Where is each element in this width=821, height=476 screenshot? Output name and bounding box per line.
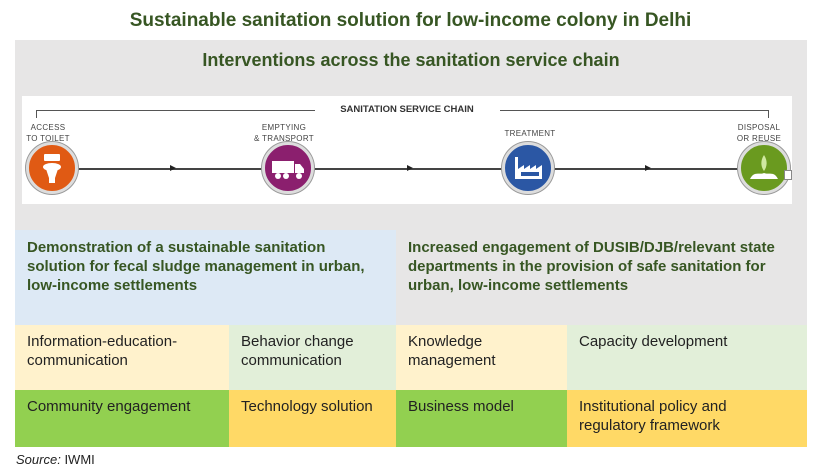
cell-bcc: Behavior change communication [229,325,396,390]
plant-icon [738,142,790,194]
connector-line [72,168,262,170]
bracket-left [36,110,315,118]
stage-label-disposal: DISPOSAL OR REUSE [736,123,782,143]
source-label: Source: [16,452,61,467]
stage-label-emptying: EMPTYING & TRANSPORT [254,123,314,143]
goal-block-engagement: Increased engagement of DUSIB/DJB/releva… [396,230,807,325]
handle-marker [784,170,792,180]
stage-label-access: ACCESS TO TOILET [26,123,70,143]
cell-policy: Institutional policy and regulatory fram… [567,390,807,447]
goal-block-demonstration: Demonstration of a sustainable sanitatio… [15,230,396,325]
section-subtitle: Interventions across the sanitation serv… [202,50,620,70]
factory-icon [502,142,554,194]
cell-iec: Information-education-communication [15,325,229,390]
toilet-icon [26,142,78,194]
arrow-icon [170,165,176,171]
cell-community: Community engagement [15,390,229,447]
truck-icon [262,142,314,194]
chain-heading: SANITATION SERVICE CHAIN [340,104,474,115]
bracket-right [500,110,769,118]
service-chain-diagram: SANITATION SERVICE CHAIN ACCESS TO TOILE… [22,96,792,204]
source-note: Source: IWMI [16,452,95,467]
cell-technology: Technology solution [229,390,396,447]
cell-knowledge: Knowledge management [396,325,567,390]
cell-business: Business model [396,390,567,447]
arrow-icon [407,165,413,171]
cell-capacity: Capacity development [567,325,807,390]
stage-label-treatment: TREATMENT [504,129,556,138]
arrow-icon [645,165,651,171]
page-title: Sustainable sanitation solution for low-… [129,10,692,31]
source-value: IWMI [64,452,95,467]
